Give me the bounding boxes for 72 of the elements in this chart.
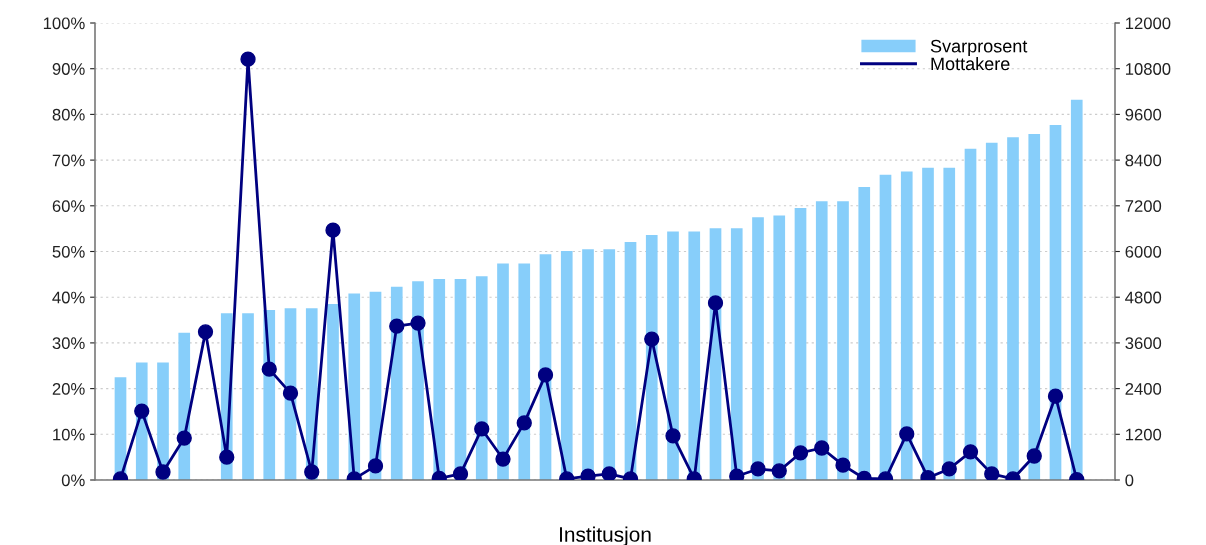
point [155,464,171,480]
bar [497,263,509,480]
x-axis-title: Institusjon [560,526,651,545]
y-tick-label: 40% [52,291,85,304]
bar [475,276,488,480]
bar [815,201,828,480]
point [282,385,299,401]
point [750,461,766,477]
legend-label: Mottakere [931,56,1010,71]
point [304,464,320,480]
y2-tick-label: 2400 [1125,383,1162,395]
bar [900,171,913,480]
y-tick-label: 70% [52,154,85,167]
bar [964,148,977,480]
point [537,367,554,383]
y2-tick-label: 10800 [1125,63,1171,75]
y2-tick-label: 0 [1125,474,1134,487]
y2-tick-label: 3600 [1125,337,1162,350]
y2-tick-label: 8400 [1125,154,1162,167]
y-tick-label: 30% [52,337,85,350]
point [792,445,809,461]
bar [837,201,849,480]
y-tick-label: 60% [52,200,85,212]
point [176,430,192,446]
point [601,466,617,480]
point [516,415,532,431]
y-tick-label: 80% [52,108,85,121]
y-tick-label: 0% [61,474,85,487]
bar [242,313,254,480]
point [814,440,830,456]
point [219,449,235,465]
bar [1028,134,1041,480]
point [835,457,851,473]
y2-tick-label: 12000 [1125,17,1171,30]
point [197,324,214,340]
y-tick-label: 50% [52,245,85,258]
point [665,428,681,444]
bar [773,215,786,480]
point [240,51,256,67]
point [367,458,384,474]
point [495,451,511,467]
point [474,421,490,437]
point [134,403,150,419]
point [941,461,957,477]
point [707,295,724,311]
y-tick-label: 100% [43,17,85,30]
point [389,318,405,334]
bar [518,263,531,480]
y-tick-label: 20% [52,383,85,395]
point [452,466,469,480]
y2-tick-label: 9600 [1125,108,1162,121]
y-tick-label: 10% [53,428,85,441]
y2-tick-label: 7200 [1125,200,1162,212]
point [644,331,660,347]
y2-tick-label: 6000 [1125,245,1162,258]
point [261,361,277,377]
point [899,426,915,442]
y2-tick-label: 4800 [1125,291,1162,304]
point [1047,388,1064,404]
point [771,463,787,479]
bar [667,231,679,480]
point [410,315,426,331]
point [325,222,341,238]
bar [752,217,764,480]
y2-tick-label: 1200 [1125,428,1162,441]
legend-label: Svarprosent [930,39,1028,57]
bar [943,167,956,480]
point [1026,448,1042,464]
point [984,466,1000,480]
y-tick-label: 90% [52,63,85,75]
bar [327,304,339,480]
point [962,444,979,460]
